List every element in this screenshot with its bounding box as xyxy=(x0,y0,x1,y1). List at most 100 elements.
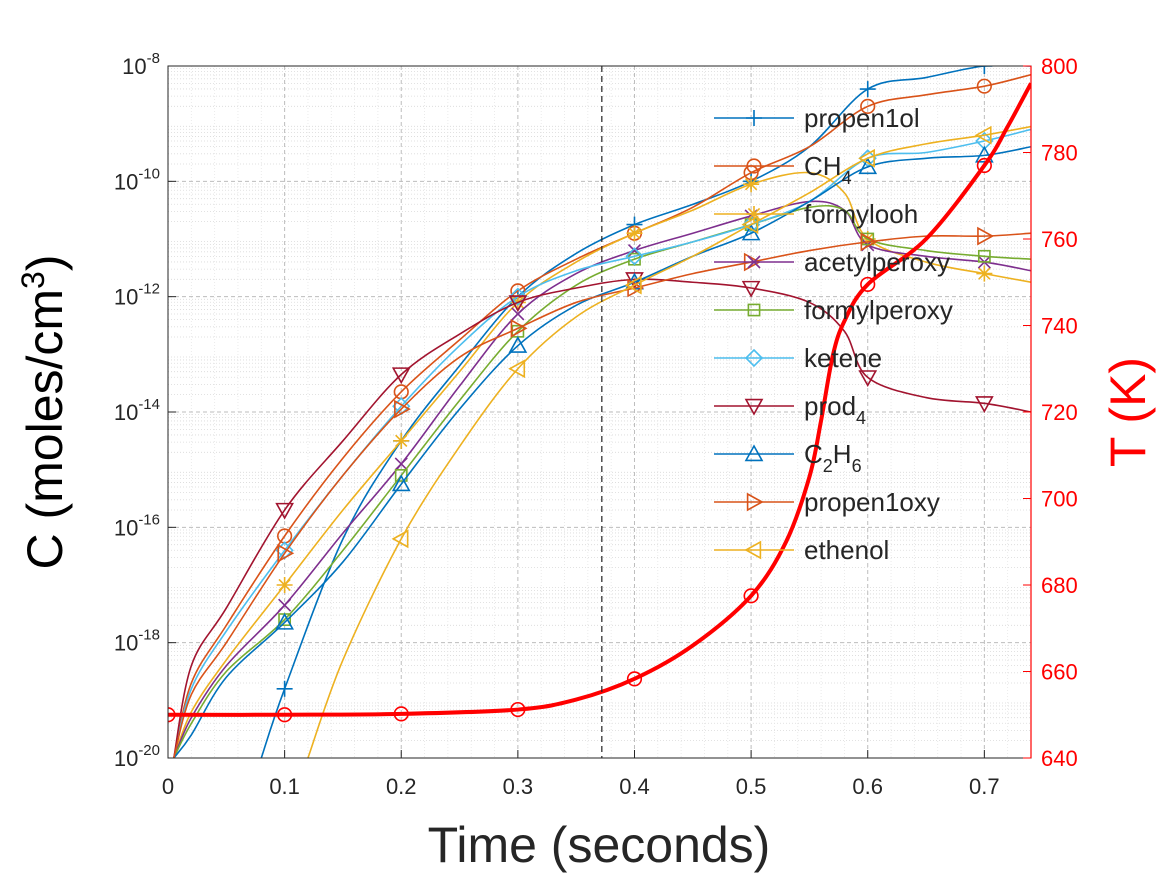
legend-label-part: H xyxy=(833,439,852,469)
data-point-prod4 xyxy=(974,396,994,413)
legend-label: CH4 xyxy=(804,151,852,188)
data-point-ethenol xyxy=(624,275,642,295)
y-left-tick-label: 10-16 xyxy=(114,511,160,540)
y-left-tick-exponent: -14 xyxy=(138,396,160,413)
y-left-tick-label: 10-20 xyxy=(114,742,160,771)
legend-label: prod4 xyxy=(804,391,866,428)
legend-label: C2H6 xyxy=(804,439,862,476)
y-left-tick-exponent: -12 xyxy=(138,281,160,298)
y-left-axis-label: C (moles/cm3) xyxy=(15,254,73,569)
y-right-tick-label: 640 xyxy=(1041,746,1078,771)
legend-entry-formylooh: formylooh xyxy=(714,199,918,229)
y-right-tick-label: 720 xyxy=(1041,400,1078,425)
y-right-tick-label: 700 xyxy=(1041,487,1078,512)
legend-entry-propen1oxy: propen1oxy xyxy=(714,487,940,517)
series-line-temperature xyxy=(168,82,1031,717)
data-point-prod4 xyxy=(741,280,761,298)
y-left-tick-label: 10-18 xyxy=(114,627,160,656)
y-left-tick-base: 10 xyxy=(114,515,138,540)
y-left-tick-base: 10 xyxy=(122,54,146,79)
legend-label: ketene xyxy=(804,343,882,373)
legend-marker xyxy=(746,492,764,512)
y-right-tick-label: 660 xyxy=(1041,660,1078,685)
legend-entry-propen1ol: propen1ol xyxy=(714,103,920,133)
data-point-formylooh xyxy=(743,176,760,193)
data-point-C2H6 xyxy=(508,336,528,353)
data-point-temperature xyxy=(393,706,409,722)
series-line-C2H6 xyxy=(173,145,1031,758)
temperature-layer xyxy=(168,82,1031,723)
data-point-formylperoxy xyxy=(977,249,991,263)
x-tick-label: 0.6 xyxy=(852,774,883,799)
data-point-prod4 xyxy=(391,367,411,385)
y-right-axis-label: T (K) xyxy=(1100,357,1156,467)
series-line-ethenol xyxy=(307,125,1031,758)
data-point-formylooh xyxy=(626,225,643,242)
legend-label-part: propen1ol xyxy=(804,103,920,133)
data-point-prod4 xyxy=(858,370,878,388)
data-point-acetylperoxy xyxy=(278,598,292,612)
data-point-propen1oxy xyxy=(510,319,528,338)
y-left-tick-base: 10 xyxy=(114,169,138,194)
y-left-axis-label-main: C (moles/cm xyxy=(17,289,73,570)
y-right-tick-label: 780 xyxy=(1041,141,1078,166)
series-line-formylperoxy xyxy=(173,204,1031,758)
y-left-tick-label: 10-14 xyxy=(114,396,160,425)
data-point-CH4 xyxy=(860,98,876,114)
legend-label-part: ketene xyxy=(804,343,882,373)
legend-marker xyxy=(746,206,762,222)
data-point-temperature xyxy=(168,707,176,723)
data-point-CH4 xyxy=(976,78,992,94)
data-point-prod4 xyxy=(508,295,528,313)
data-point-formylooh xyxy=(276,577,293,593)
y-left-tick-base: 10 xyxy=(114,400,138,425)
legend-entry-formylperoxy: formylperoxy xyxy=(714,295,953,325)
legend-label-part: 4 xyxy=(856,408,866,428)
legend-label-part: formylperoxy xyxy=(804,295,953,325)
legend-marker xyxy=(747,255,761,269)
data-point-ethenol xyxy=(391,529,409,549)
data-point-C2H6 xyxy=(391,474,411,492)
legend-label: propen1oxy xyxy=(804,487,940,517)
data-point-propen1oxy xyxy=(977,226,994,246)
data-point-temperature xyxy=(510,701,526,718)
y-left-tick-base: 10 xyxy=(114,285,138,310)
data-point-acetylperoxy xyxy=(394,457,408,471)
y-left-tick-base: 10 xyxy=(114,746,138,771)
data-point-temperature xyxy=(743,588,759,604)
legend-label-part: CH xyxy=(804,151,842,181)
data-point-propen1oxy xyxy=(394,399,411,419)
y-left-tick-label: 10-12 xyxy=(114,281,160,310)
y-left-tick-exponent: -20 xyxy=(138,742,160,759)
data-point-propen1oxy xyxy=(860,232,878,252)
data-point-temperature xyxy=(976,157,992,174)
data-point-C2H6 xyxy=(275,612,294,630)
x-tick-label: 0.2 xyxy=(386,774,417,799)
legend-label: propen1ol xyxy=(804,103,920,133)
data-point-ketene xyxy=(625,247,644,266)
legend-marker xyxy=(744,398,764,416)
data-point-ethenol xyxy=(508,359,526,379)
legend-label-part: 4 xyxy=(842,168,852,188)
y-left-axis-label-sup: 3 xyxy=(15,271,51,289)
data-point-prod4 xyxy=(275,502,294,520)
legend-label-part: formylooh xyxy=(804,199,918,229)
data-point-ethenol xyxy=(741,215,759,234)
legend-label-part: prod xyxy=(804,391,856,421)
legend-entry-C2H6: C2H6 xyxy=(714,439,862,476)
data-point-ethenol xyxy=(858,148,875,168)
y-right-tick-label: 800 xyxy=(1041,54,1078,79)
series-line-propen1oxy xyxy=(173,232,1031,758)
legend-entry-ethenol: ethenol xyxy=(714,535,889,565)
data-point-ethenol xyxy=(974,125,992,145)
y-left-tick-label: 10-8 xyxy=(122,50,160,79)
x-tick-label: 0 xyxy=(162,774,174,799)
legend-label: ethenol xyxy=(804,535,889,565)
y-right-tick-label: 740 xyxy=(1041,314,1078,339)
legend-label: formylperoxy xyxy=(804,295,953,325)
legend-marker xyxy=(744,348,764,368)
legend-label-part: 6 xyxy=(852,456,862,476)
series-line-CH4 xyxy=(173,73,1031,758)
